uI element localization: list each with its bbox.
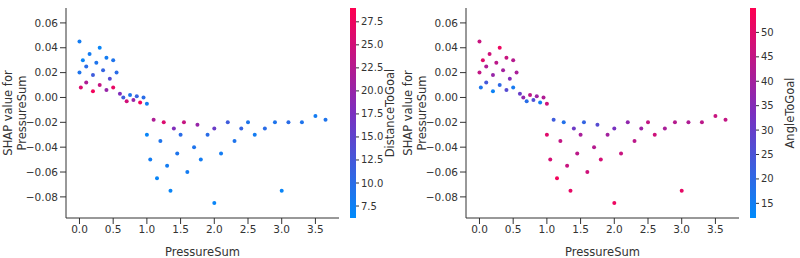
svg-text:3.5: 3.5 (307, 223, 324, 235)
svg-text:3.5: 3.5 (707, 223, 724, 235)
svg-text:0.00: 0.00 (435, 91, 458, 103)
svg-text:−0.02: −0.02 (26, 116, 58, 128)
svg-text:12.5: 12.5 (361, 154, 383, 165)
svg-text:25.0: 25.0 (361, 39, 383, 50)
svg-text:−0.04: −0.04 (26, 141, 58, 153)
svg-text:15.0: 15.0 (361, 131, 383, 142)
svg-text:2.0: 2.0 (606, 223, 623, 235)
svg-text:−0.02: −0.02 (426, 116, 458, 128)
svg-text:−0.06: −0.06 (426, 166, 458, 178)
svg-text:PressureSum: PressureSum (565, 245, 640, 258)
svg-text:SHAP value for: SHAP value for (401, 70, 415, 156)
svg-text:1.0: 1.0 (139, 223, 156, 235)
svg-text:0.5: 0.5 (505, 223, 522, 235)
svg-text:PressureSum: PressureSum (415, 76, 429, 151)
svg-text:22.5: 22.5 (361, 62, 383, 73)
svg-text:50: 50 (761, 27, 774, 38)
svg-text:SHAP value for: SHAP value for (8, 70, 15, 156)
svg-text:0.04: 0.04 (435, 41, 459, 53)
svg-text:2.5: 2.5 (640, 223, 657, 235)
svg-text:0.02: 0.02 (35, 66, 58, 78)
svg-text:3.0: 3.0 (273, 223, 290, 235)
svg-text:−0.04: −0.04 (426, 141, 458, 153)
svg-text:0.5: 0.5 (105, 223, 122, 235)
svg-text:0.0: 0.0 (71, 223, 88, 235)
svg-text:PressureSum: PressureSum (165, 245, 240, 258)
svg-text:0.02: 0.02 (435, 66, 458, 78)
svg-text:0.0: 0.0 (471, 223, 488, 235)
svg-text:45: 45 (761, 51, 774, 62)
svg-text:27.5: 27.5 (361, 16, 383, 27)
svg-text:15: 15 (761, 198, 774, 209)
svg-text:0.00: 0.00 (35, 91, 58, 103)
svg-text:2.5: 2.5 (240, 223, 257, 235)
svg-text:35: 35 (761, 100, 774, 111)
svg-text:1.5: 1.5 (572, 223, 589, 235)
svg-text:1.5: 1.5 (172, 223, 189, 235)
svg-text:0.06: 0.06 (435, 17, 459, 29)
svg-text:2.0: 2.0 (206, 223, 223, 235)
svg-text:PressureSum: PressureSum (15, 76, 29, 151)
svg-text:3.0: 3.0 (673, 223, 690, 235)
svg-text:20: 20 (761, 173, 774, 184)
svg-text:−0.06: −0.06 (26, 166, 58, 178)
svg-text:DistanceToGoal: DistanceToGoal (383, 69, 397, 158)
svg-text:AngleToGoal: AngleToGoal (783, 77, 792, 148)
svg-text:0.06: 0.06 (35, 17, 59, 29)
svg-text:1.0: 1.0 (539, 223, 556, 235)
svg-text:−0.08: −0.08 (426, 191, 458, 203)
svg-text:−0.08: −0.08 (26, 191, 58, 203)
svg-text:17.5: 17.5 (361, 108, 383, 119)
svg-text:7.5: 7.5 (361, 201, 377, 212)
svg-text:0.04: 0.04 (35, 41, 59, 53)
svg-text:20.0: 20.0 (361, 85, 383, 96)
svg-text:25: 25 (761, 149, 774, 160)
svg-text:30: 30 (761, 125, 774, 136)
svg-text:10.0: 10.0 (361, 178, 383, 189)
svg-text:40: 40 (761, 76, 774, 87)
